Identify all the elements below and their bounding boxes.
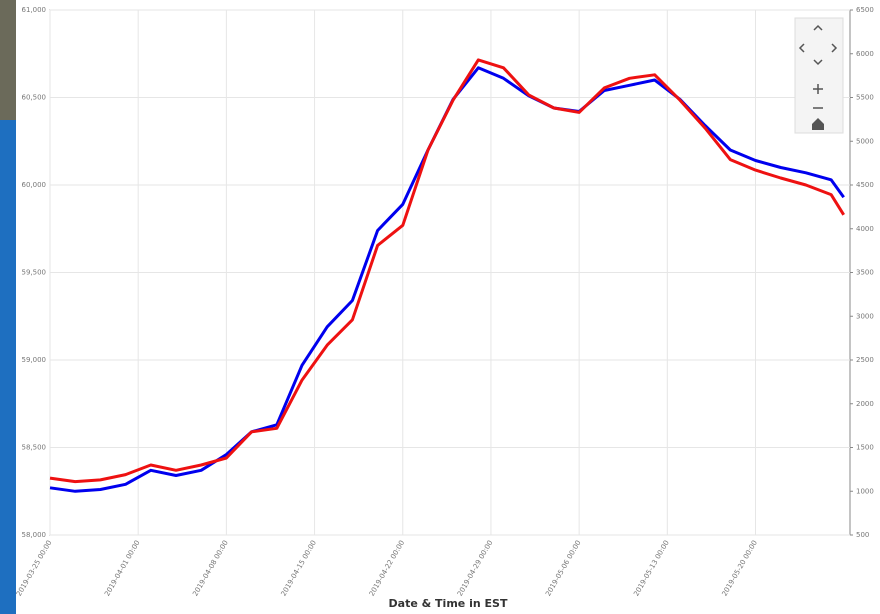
- x-axis-title: Date & Time in EST: [389, 597, 508, 610]
- x-tick-label: 2019-04-08 00:00: [191, 539, 229, 598]
- y2-tick-label: 6500: [856, 6, 874, 14]
- chart: 58,000 58,500 59,000 59,500 60,000 60,500 61,0…: [0, 0, 880, 614]
- y2-tick-label: 3500: [856, 269, 874, 277]
- series-line: [50, 68, 844, 492]
- x-tick-label: 2019-04-15 00:00: [280, 539, 318, 598]
- y2-tick-label: 6000: [856, 50, 874, 58]
- page: {"chart_data": {"type": "line", "x_label…: [0, 0, 880, 614]
- side-image: [0, 0, 16, 120]
- y2-tick-label: 2000: [856, 400, 874, 408]
- x-tick-label: 2019-05-06 00:00: [544, 539, 582, 598]
- y-tick-label: 58,000: [22, 531, 47, 539]
- x-tick-label: 2019-04-22 00:00: [368, 539, 406, 598]
- y2-tick-label: 1000: [856, 487, 874, 495]
- y2-tick-label: 4500: [856, 181, 874, 189]
- y2-tick-label: 5000: [856, 137, 874, 145]
- y-tick-label: 60,500: [22, 94, 47, 102]
- y2-tick-label: 2500: [856, 356, 874, 364]
- y-tick-label: 59,000: [22, 356, 47, 364]
- toolbar[interactable]: [795, 18, 843, 133]
- y2-tick-label: 1500: [856, 444, 874, 452]
- y2-tick-label: 4000: [856, 225, 874, 233]
- y2-tick-label: 5500: [856, 94, 874, 102]
- y2-tick-label: 500: [856, 531, 869, 539]
- y-tick-label: 58,500: [22, 444, 47, 452]
- x-tick-label: 2019-05-13 00:00: [632, 539, 670, 598]
- series-line: [50, 60, 844, 482]
- y-tick-label: 61,000: [22, 6, 47, 14]
- y2-tick-label: 3000: [856, 312, 874, 320]
- y-tick-label: 60,000: [22, 181, 47, 189]
- x-tick-label: 2019-03-25 00:00: [15, 539, 53, 598]
- x-tick-label: 2019-04-01 00:00: [103, 539, 141, 598]
- x-tick-label: 2019-05-20 00:00: [721, 539, 759, 598]
- x-tick-label: 2019-04-29 00:00: [456, 539, 494, 598]
- y-tick-label: 59,500: [22, 269, 47, 277]
- toolbar-bg: [795, 18, 843, 133]
